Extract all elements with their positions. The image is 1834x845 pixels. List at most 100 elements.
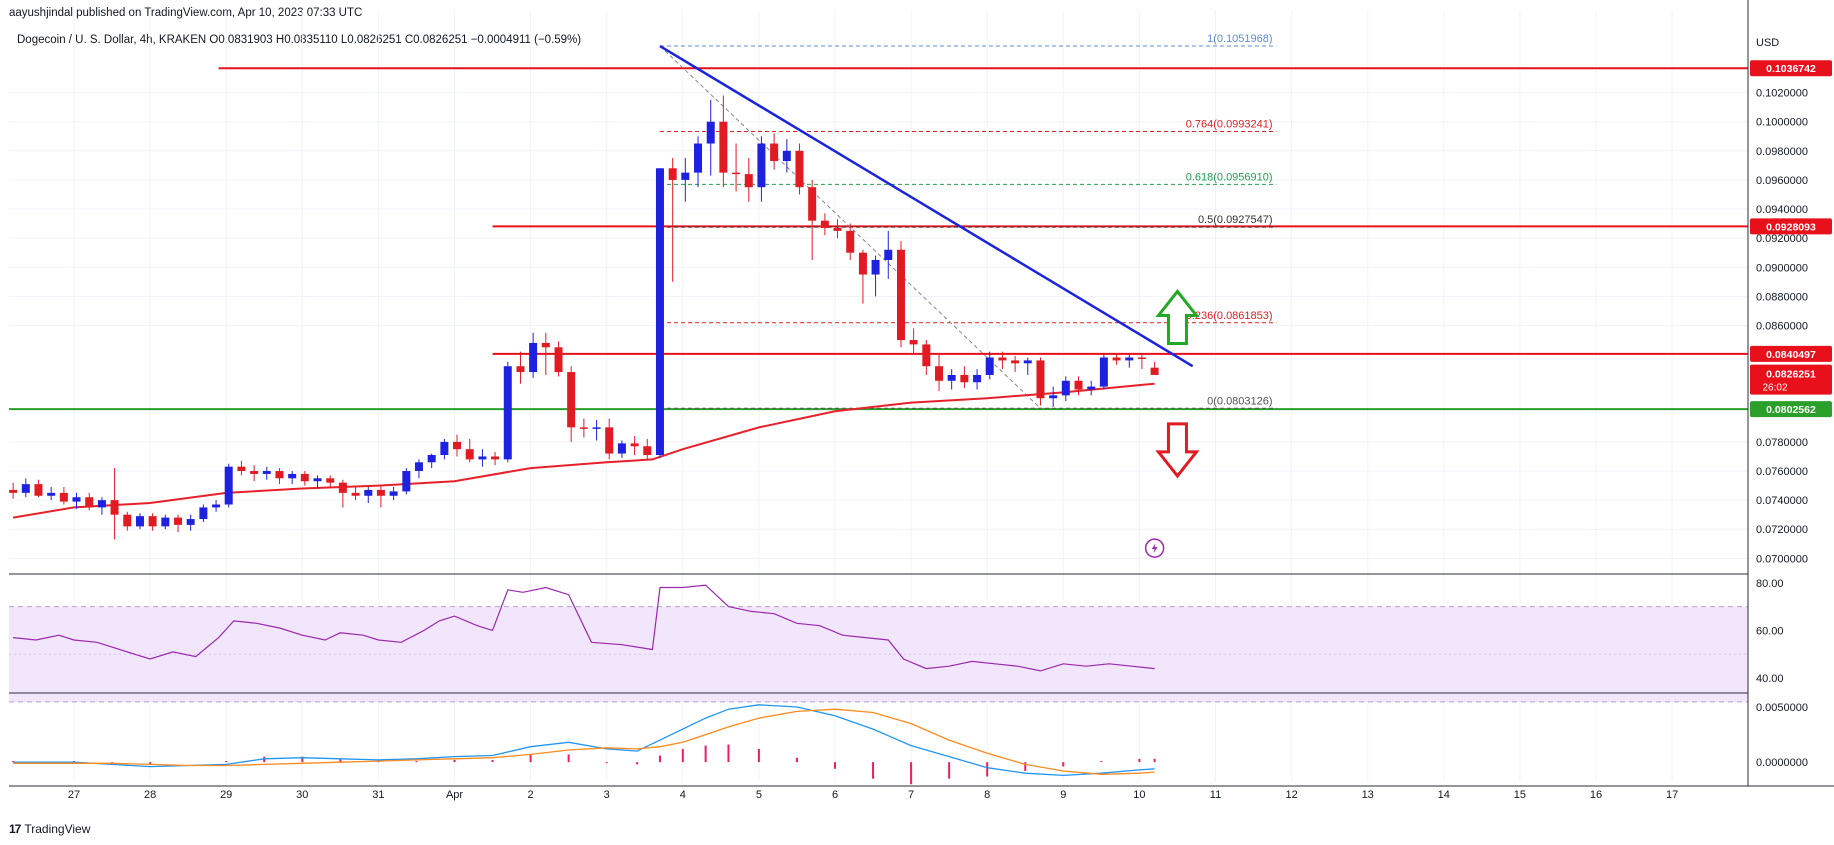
candle	[161, 514, 170, 530]
candle-body	[706, 121, 715, 144]
candle	[34, 479, 43, 498]
candle	[351, 485, 360, 501]
candle-body	[732, 172, 741, 175]
candle-body	[808, 187, 817, 221]
candle-body	[1137, 357, 1146, 359]
candle-body	[960, 374, 969, 383]
x-tick-label: 14	[1438, 789, 1450, 801]
candle	[706, 99, 715, 176]
candle	[1011, 356, 1020, 373]
candle-body	[212, 504, 221, 508]
candle-body	[34, 484, 43, 496]
candle-body	[1150, 367, 1159, 375]
macd-tick-label: 0.0000000	[1756, 757, 1808, 769]
fib-label: 0.764(0.0993241)	[1186, 119, 1273, 131]
candle-body	[47, 492, 56, 496]
x-tick-label: 8	[984, 789, 990, 801]
candle	[414, 459, 423, 479]
candle-body	[224, 466, 233, 505]
candle	[376, 485, 385, 508]
candle	[795, 143, 804, 195]
candle	[744, 158, 753, 202]
fib-label: 0.236(0.0861853)	[1186, 310, 1273, 322]
alert-bolt	[1151, 543, 1158, 554]
candle	[617, 440, 626, 458]
candle-body	[643, 446, 652, 456]
candle-body	[1011, 360, 1020, 364]
candle	[605, 418, 614, 460]
candle-body	[326, 478, 335, 483]
candle-body	[516, 366, 525, 373]
currency-label: USD	[1756, 37, 1779, 49]
candle	[402, 468, 411, 495]
candle-body	[414, 462, 423, 472]
fib-label: 0.618(0.0956910)	[1186, 171, 1273, 183]
candle	[668, 158, 677, 282]
candle	[960, 366, 969, 389]
x-tick-label: Apr	[446, 789, 463, 801]
candle	[275, 468, 284, 485]
candle-body	[554, 347, 563, 373]
candle-body	[275, 471, 284, 479]
candle-body	[846, 230, 855, 253]
candle-body	[389, 491, 398, 496]
candle-body	[833, 227, 842, 231]
candle-body	[364, 489, 373, 496]
fib-label: 1(0.1051968)	[1207, 33, 1272, 45]
candle-body	[288, 473, 297, 479]
candle	[630, 436, 639, 456]
candle	[491, 452, 500, 466]
candle-body	[453, 441, 462, 450]
x-tick-label: 9	[1060, 789, 1066, 801]
candle-body	[820, 220, 829, 228]
candle	[922, 340, 931, 375]
price-tick-label: 0.0700000	[1756, 553, 1808, 565]
candle	[592, 420, 601, 441]
x-tick-label: 28	[144, 789, 156, 801]
brand-name: TradingView	[24, 822, 91, 836]
candle	[782, 139, 791, 173]
candle-body	[922, 344, 931, 367]
price-tick-label: 0.0900000	[1756, 262, 1808, 274]
candle	[123, 511, 132, 531]
candle	[1137, 354, 1146, 370]
rsi-line	[13, 584, 1155, 672]
footer-brand[interactable]: 17 TradingView	[9, 822, 90, 836]
candle	[389, 487, 398, 501]
candle	[770, 133, 779, 170]
candle-body	[592, 427, 601, 429]
candle-body	[681, 172, 690, 180]
candle	[250, 465, 259, 482]
price-tag-label: 0.1036742	[1766, 63, 1816, 75]
candle-body	[300, 473, 309, 482]
candle	[237, 460, 246, 476]
candle	[85, 492, 94, 511]
x-tick-label: 30	[296, 789, 308, 801]
price-tick-label: 0.1000000	[1756, 117, 1808, 129]
candle	[1087, 380, 1096, 396]
candle-body	[1087, 386, 1096, 390]
candle	[935, 354, 944, 391]
candle-body	[998, 357, 1007, 361]
moving-average-line	[12, 382, 1155, 519]
candle-body	[161, 517, 170, 527]
candle	[186, 514, 195, 531]
candle	[554, 341, 563, 377]
price-tick-label: 0.0960000	[1756, 175, 1808, 187]
x-tick-label: 29	[220, 789, 232, 801]
candle-body	[338, 482, 347, 493]
price-tick-label: 0.0980000	[1756, 146, 1808, 158]
publish-info: aayushjindal published on TradingView.co…	[9, 7, 363, 19]
candle	[998, 351, 1007, 370]
candle	[364, 487, 373, 504]
tradingview-logo-icon: 17	[9, 822, 21, 836]
candle-body	[694, 143, 703, 173]
candle-body	[973, 374, 982, 383]
price-tag	[1750, 345, 1832, 362]
candle	[985, 351, 994, 380]
candle-body	[199, 507, 208, 520]
candle	[973, 369, 982, 390]
candle	[300, 471, 309, 486]
candle	[199, 504, 208, 522]
